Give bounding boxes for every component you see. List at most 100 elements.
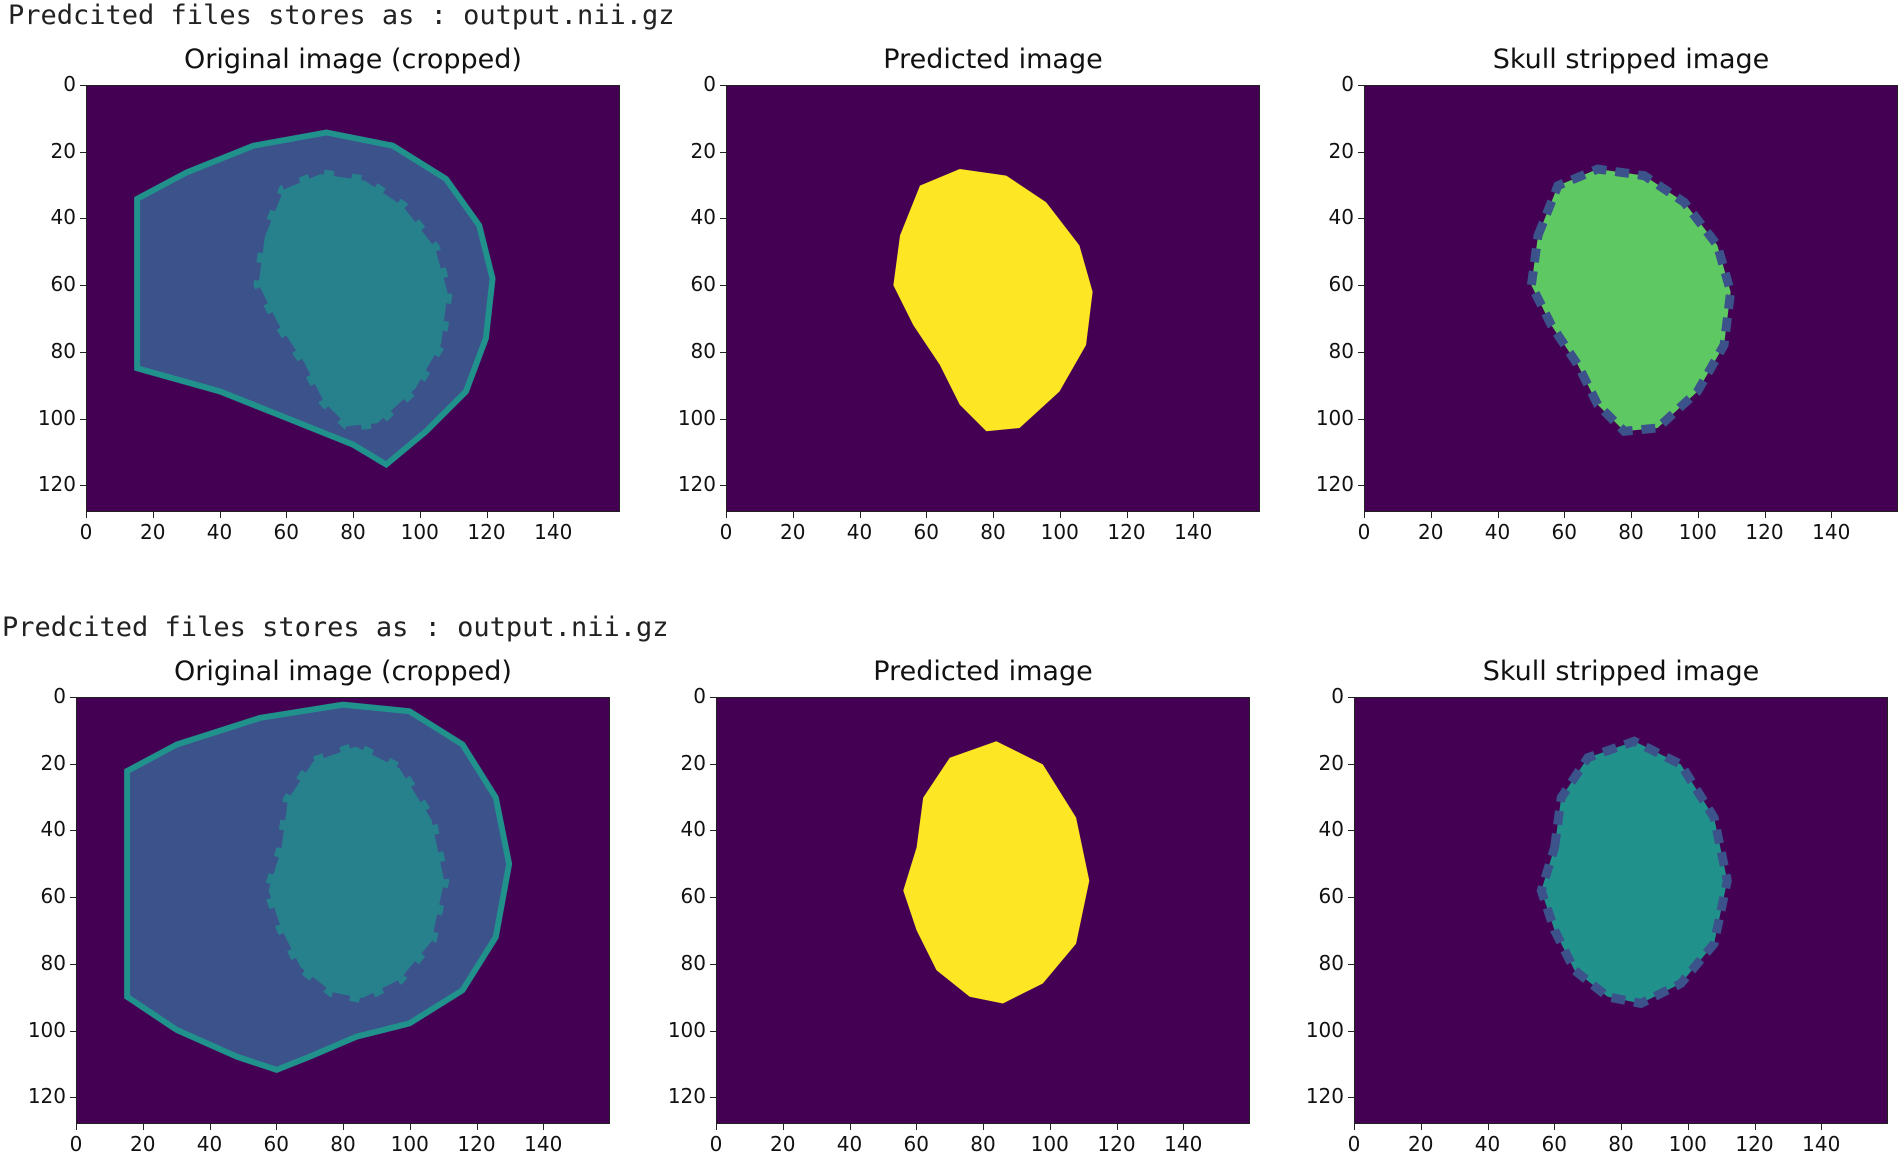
y-tick-label: 40 [1318,817,1344,842]
y-tick-label: 40 [1328,205,1354,230]
x-tick-label: 60 [903,1132,929,1156]
x-tick-label: 80 [1608,1132,1634,1156]
x-tick-mark [1621,1124,1622,1130]
plot-title-stripped: Skull stripped image [1482,656,1760,687]
x-tick-label: 0 [1357,520,1371,544]
y-tick-mark [1358,85,1364,86]
x-tick-label: 100 [390,1132,429,1156]
y-tick-mark [710,897,716,899]
x-tick-label: 40 [1484,520,1511,544]
y-tick-mark [80,151,86,153]
image-stripped [1526,164,1736,436]
y-tick-mark [80,218,86,220]
y-tick-mark [70,697,76,698]
x-tick-label: 100 [400,520,439,544]
y-tick-mark [70,763,76,765]
x-tick-label: 100 [1678,520,1717,544]
y-tick-label: 100 [1315,405,1354,430]
x-tick-mark [993,512,994,518]
x-tick-label: 20 [770,1132,796,1156]
y-tick-mark [710,1030,716,1032]
x-tick-mark [1754,1124,1756,1130]
y-tick-label: 80 [50,338,76,363]
x-tick-label: 20 [1408,1132,1434,1156]
y-tick-mark [70,1030,76,1032]
y-tick-label: 20 [690,138,716,163]
x-tick-mark [1821,1124,1823,1130]
x-tick-mark [286,512,288,518]
y-tick-label: 20 [1328,138,1354,163]
y-tick-mark [710,830,716,832]
x-tick-mark [926,512,928,518]
y-tick-label: 80 [690,338,716,363]
x-tick-mark [1126,512,1128,518]
x-tick-mark [86,512,87,518]
y-tick-mark [720,351,726,353]
y-tick-mark [1358,151,1364,153]
x-tick-label: 40 [196,1132,223,1156]
y-tick-mark [70,1097,76,1099]
skull-outline [134,129,496,469]
y-tick-label: 60 [680,884,706,909]
stripped-brain [1541,741,1728,1004]
x-tick-mark [219,512,221,518]
x-tick-mark [1193,512,1195,518]
x-tick-mark [543,1124,545,1130]
image-axes-mask [726,85,1260,512]
x-tick-label: 80 [970,1132,996,1156]
x-tick-mark [1831,512,1833,518]
skull-outline [124,701,513,1074]
y-tick-mark [80,285,86,287]
y-tick-label: 120 [667,1084,706,1109]
image-axes-mask [716,697,1250,1124]
y-tick-label: 80 [1318,950,1344,975]
x-tick-mark [1487,1124,1489,1130]
x-tick-label: 0 [709,1132,723,1156]
y-tick-label: 60 [50,272,76,297]
x-tick-label: 60 [263,1132,289,1156]
x-tick-label: 80 [980,520,1006,544]
x-tick-label: 140 [524,1132,563,1156]
x-tick-mark [1764,512,1766,518]
y-tick-label: 100 [27,1017,66,1042]
y-tick-label: 120 [37,472,76,497]
console-output-text: Predcited files stores as : output.nii.g… [2,612,669,643]
y-tick-mark [710,763,716,765]
brain-folds [248,163,458,437]
x-tick-label: 0 [79,520,93,544]
brain-folds [1526,164,1736,436]
x-tick-mark [1049,1124,1051,1130]
x-tick-mark [142,1124,144,1130]
y-tick-label: 120 [1315,472,1354,497]
x-tick-label: 80 [1618,520,1644,544]
image-mask [893,169,1093,432]
plot-title-mask: Predicted image [873,656,1093,687]
x-tick-mark [782,1124,784,1130]
x-tick-label: 0 [69,1132,83,1156]
y-tick-mark [1358,218,1364,220]
brain-folds [258,735,455,1009]
x-tick-label: 80 [340,520,366,544]
y-tick-label: 0 [703,72,716,96]
image-axes-original [76,697,610,1124]
x-tick-label: 120 [1097,1132,1136,1156]
x-tick-mark [1059,512,1061,518]
y-tick-label: 100 [37,405,76,430]
y-tick-label: 60 [1328,272,1354,297]
y-tick-label: 40 [680,817,706,842]
x-tick-label: 40 [1474,1132,1501,1156]
image-stripped [1536,736,1732,1009]
y-tick-label: 0 [693,684,706,708]
plot-title-mask: Predicted image [883,44,1103,75]
y-tick-mark [710,963,716,965]
y-tick-mark [1358,485,1364,487]
x-tick-label: 100 [1030,1132,1069,1156]
y-tick-mark [1348,763,1354,765]
y-tick-mark [70,830,76,832]
y-tick-label: 20 [680,750,706,775]
y-tick-label: 40 [40,817,66,842]
y-tick-mark [1358,418,1364,420]
x-tick-label: 100 [1040,520,1079,544]
y-tick-label: 120 [1305,1084,1344,1109]
plot-title-original: Original image (cropped) [184,44,522,75]
